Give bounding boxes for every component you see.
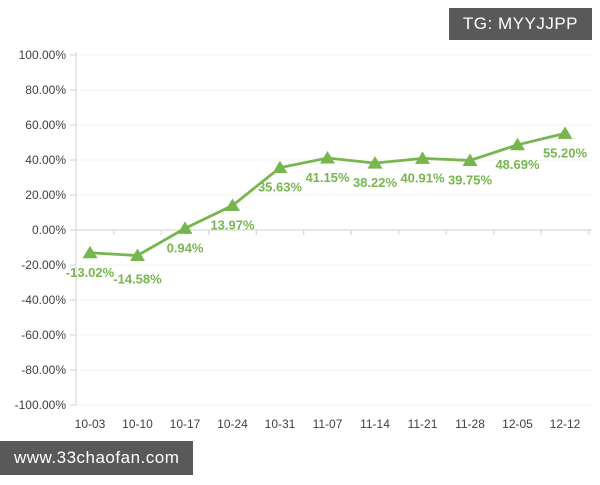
data-label: -13.02% <box>66 265 115 280</box>
x-axis-label: 11-28 <box>455 417 485 431</box>
tg-badge: TG: MYYJJPP <box>448 8 592 40</box>
y-axis-tick-label: 100.00% <box>19 48 67 62</box>
x-axis-label: 12-12 <box>550 417 581 431</box>
data-label: 40.91% <box>400 170 445 185</box>
x-axis-label: 11-07 <box>313 417 343 431</box>
y-axis-tick-label: 80.00% <box>25 83 66 97</box>
data-label: 13.97% <box>210 218 255 233</box>
x-axis-label: 10-24 <box>217 417 248 431</box>
site-watermark: www.33chaofan.com <box>0 441 194 475</box>
y-axis-tick-label: 40.00% <box>25 153 66 167</box>
data-point-marker <box>510 137 525 151</box>
data-point-marker <box>130 248 145 262</box>
data-point-marker <box>272 160 288 174</box>
data-label: 39.75% <box>448 172 493 187</box>
data-point-marker <box>225 198 240 212</box>
data-label: -14.58% <box>113 272 162 287</box>
data-label: 48.69% <box>495 157 540 172</box>
y-axis-tick-label: 0.00% <box>32 223 66 237</box>
data-label: 35.63% <box>258 180 303 195</box>
x-axis-label: 10-03 <box>75 417 106 431</box>
data-point-marker <box>177 221 193 234</box>
data-label: 55.20% <box>543 145 588 160</box>
y-axis-tick-label: 60.00% <box>25 118 66 132</box>
data-point-marker <box>415 151 430 164</box>
x-axis-label: 10-17 <box>170 417 201 431</box>
x-axis-label: 11-21 <box>408 417 438 431</box>
y-axis-tick-label: -20.00% <box>21 258 66 272</box>
data-point-marker <box>367 156 383 169</box>
y-axis-tick-label: -40.00% <box>21 293 66 307</box>
data-point-marker <box>557 126 573 139</box>
data-label: 41.15% <box>305 170 350 185</box>
x-axis-label: 10-10 <box>122 417 153 431</box>
y-axis-tick-label: -60.00% <box>21 328 66 342</box>
y-axis-tick-label: -100.00% <box>15 398 67 412</box>
x-axis-label: 10-31 <box>265 417 296 431</box>
y-axis-tick-label: 20.00% <box>25 188 66 202</box>
data-label: 0.94% <box>167 240 204 255</box>
data-point-marker <box>82 245 98 259</box>
x-axis-label: 12-05 <box>502 417 533 431</box>
y-axis-tick-label: -80.00% <box>21 363 66 377</box>
data-point-marker <box>320 150 335 164</box>
data-point-marker <box>462 153 478 166</box>
data-label: 38.22% <box>353 175 398 190</box>
x-axis-label: 11-14 <box>360 417 390 431</box>
